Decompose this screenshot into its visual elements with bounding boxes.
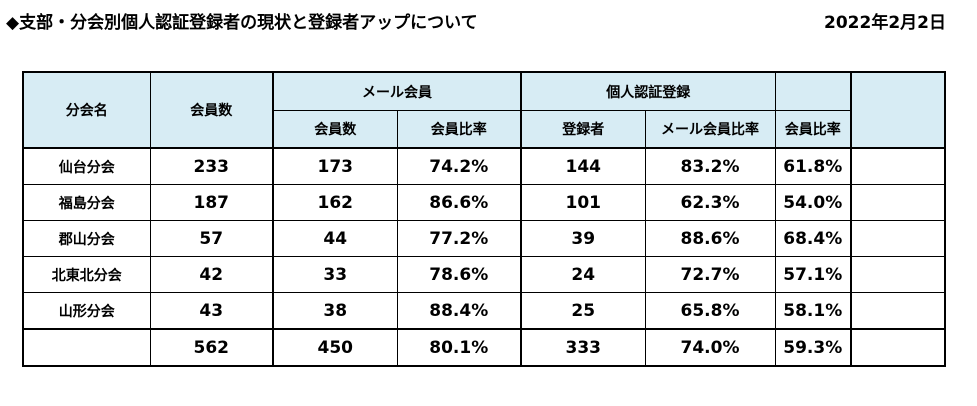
header-member-ratio: 会員比率 <box>774 110 852 149</box>
cell-total-mail-member-ratio: 74.0% <box>644 328 776 367</box>
table-row: 仙台分会 233 173 74.2% 144 83.2% 61.8% <box>22 147 946 185</box>
cell-mail-ratio: 74.2% <box>396 147 522 185</box>
cell-mail-members: 162 <box>272 184 398 221</box>
cell-member-ratio: 68.4% <box>774 220 852 257</box>
header-mail-member-count: 会員数 <box>272 110 398 149</box>
cell-mail-ratio: 86.6% <box>396 184 522 221</box>
header-extra-column <box>850 71 946 149</box>
cell-registered: 101 <box>520 184 646 221</box>
report-date: 2022年2月2日 <box>824 13 946 33</box>
cell-branch-name: 北東北分会 <box>22 256 151 293</box>
cell-total-registered: 333 <box>520 328 646 367</box>
cell-extra <box>850 184 946 221</box>
table-row: 山形分会 43 38 88.4% 25 65.8% 58.1% <box>22 292 946 330</box>
cell-total-member-ratio: 59.3% <box>774 328 852 367</box>
header-group-filler <box>775 71 852 111</box>
cell-mail-members: 38 <box>272 292 398 330</box>
table-row: 福島分会 187 162 86.6% 101 62.3% 54.0% <box>22 184 946 221</box>
cell-members: 43 <box>149 292 274 330</box>
header-personal-auth-group: 個人認証登録 <box>520 71 776 111</box>
cell-extra <box>850 256 946 293</box>
cell-total-extra <box>850 328 946 367</box>
cell-total-members: 562 <box>149 328 274 367</box>
cell-mail-member-ratio: 88.6% <box>644 220 776 257</box>
cell-members: 42 <box>149 256 274 293</box>
header-member-count: 会員数 <box>149 71 274 149</box>
cell-branch-name: 仙台分会 <box>22 147 151 185</box>
table-row: 北東北分会 42 33 78.6% 24 72.7% 57.1% <box>22 256 946 293</box>
cell-extra <box>850 220 946 257</box>
cell-members: 233 <box>149 147 274 185</box>
cell-member-ratio: 61.8% <box>774 147 852 185</box>
table-row: 郡山分会 57 44 77.2% 39 88.6% 68.4% <box>22 220 946 257</box>
cell-mail-member-ratio: 62.3% <box>644 184 776 221</box>
cell-members: 57 <box>149 220 274 257</box>
cell-members: 187 <box>149 184 274 221</box>
cell-total-mail-ratio: 80.1% <box>396 328 522 367</box>
cell-mail-members: 173 <box>272 147 398 185</box>
cell-branch-name: 山形分会 <box>22 292 151 330</box>
cell-total-mail-members: 450 <box>272 328 398 367</box>
cell-mail-ratio: 88.4% <box>396 292 522 330</box>
cell-member-ratio: 54.0% <box>774 184 852 221</box>
header-mail-member-ratio: 会員比率 <box>396 110 522 149</box>
cell-registered: 25 <box>520 292 646 330</box>
header-mail-member-ratio-of-registered: メール会員比率 <box>644 110 776 149</box>
cell-registered: 39 <box>520 220 646 257</box>
cell-registered: 24 <box>520 256 646 293</box>
header-registered: 登録者 <box>520 110 646 149</box>
page-title: ◆支部・分会別個人認証登録者の現状と登録者アップについて <box>6 13 478 33</box>
cell-branch-name: 福島分会 <box>22 184 151 221</box>
header-branch-name: 分会名 <box>22 71 151 149</box>
cell-member-ratio: 58.1% <box>774 292 852 330</box>
cell-mail-members: 44 <box>272 220 398 257</box>
cell-mail-members: 33 <box>272 256 398 293</box>
cell-branch-name: 郡山分会 <box>22 220 151 257</box>
registration-table: 分会名 会員数 メール会員 個人認証登録 会員数 会員比率 登録者 メール会員比… <box>22 71 946 367</box>
cell-mail-ratio: 78.6% <box>396 256 522 293</box>
cell-registered: 144 <box>520 147 646 185</box>
cell-extra <box>850 292 946 330</box>
cell-mail-member-ratio: 83.2% <box>644 147 776 185</box>
cell-total-label <box>22 328 151 367</box>
cell-mail-member-ratio: 65.8% <box>644 292 776 330</box>
header-mail-members-group: メール会員 <box>272 71 522 111</box>
cell-mail-ratio: 77.2% <box>396 220 522 257</box>
total-row: 562 450 80.1% 333 74.0% 59.3% <box>22 328 946 367</box>
cell-extra <box>850 147 946 185</box>
cell-member-ratio: 57.1% <box>774 256 852 293</box>
cell-mail-member-ratio: 72.7% <box>644 256 776 293</box>
